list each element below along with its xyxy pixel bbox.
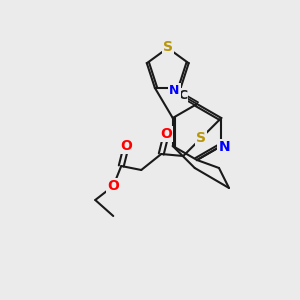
Text: C: C (178, 89, 187, 102)
Text: N: N (169, 83, 180, 97)
Text: O: O (107, 179, 119, 193)
Text: O: O (120, 139, 132, 153)
Text: O: O (160, 127, 172, 141)
Text: S: S (163, 40, 173, 54)
Text: N: N (218, 140, 230, 154)
Text: S: S (196, 131, 206, 145)
